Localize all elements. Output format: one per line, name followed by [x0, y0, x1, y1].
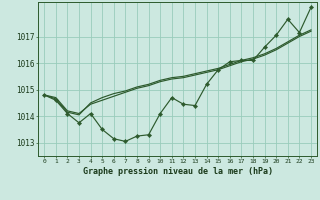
X-axis label: Graphe pression niveau de la mer (hPa): Graphe pression niveau de la mer (hPa) [83, 167, 273, 176]
